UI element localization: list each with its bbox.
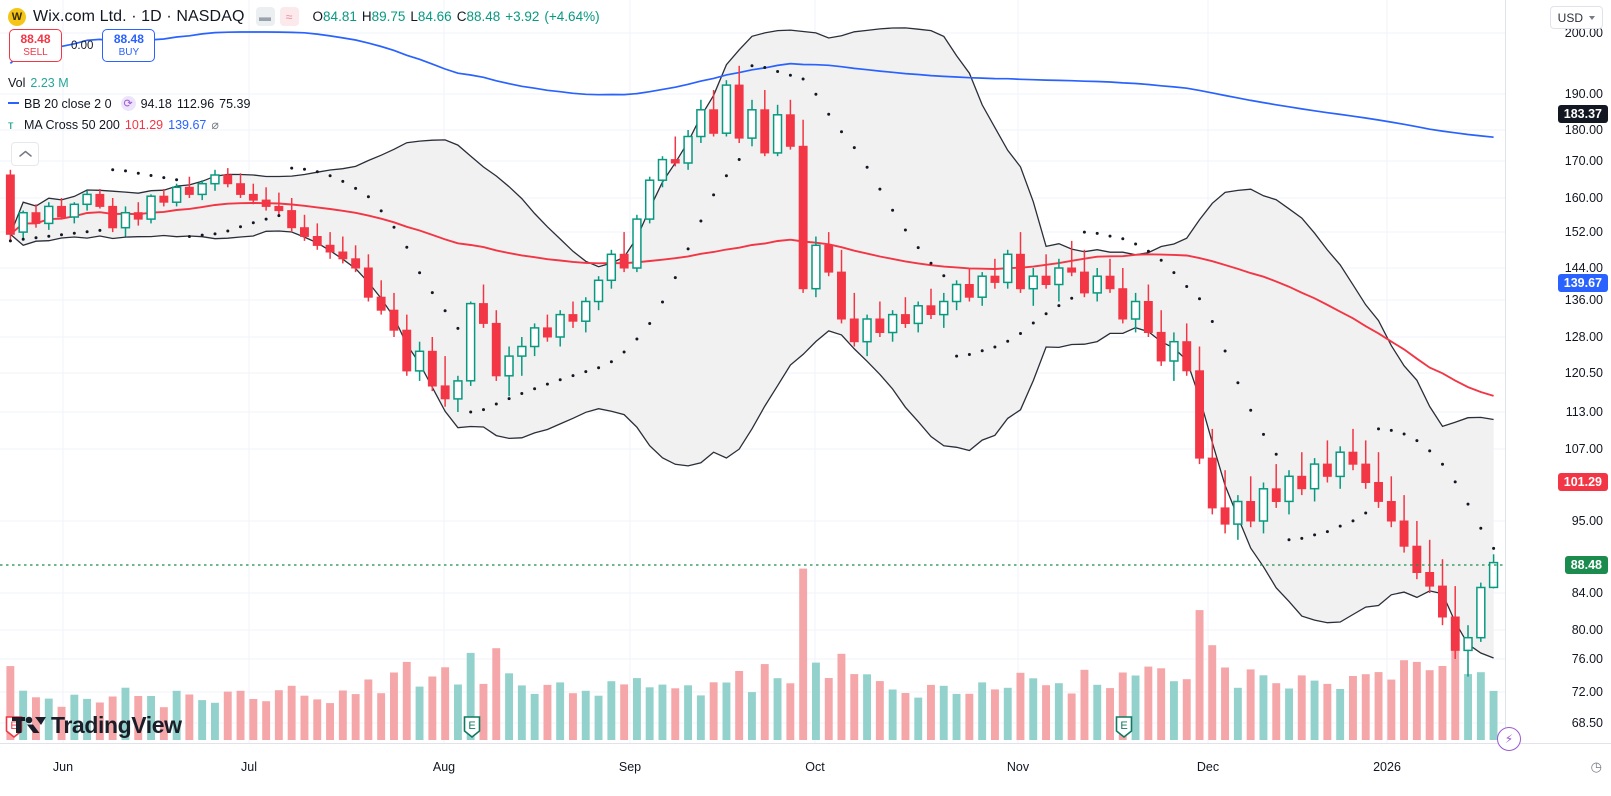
- bollinger-title: BB 20 close 2 0: [24, 96, 112, 111]
- price-badge[interactable]: 183.37: [1557, 105, 1608, 123]
- spread-value: 0.00: [71, 39, 94, 52]
- bollinger-basis: 94.18: [140, 96, 172, 111]
- price-tick: 160.00: [1564, 191, 1603, 205]
- price-tick: 80.00: [1571, 623, 1603, 637]
- price-tick: 128.00: [1564, 330, 1603, 344]
- currency-label: USD: [1557, 10, 1583, 25]
- currency-selector[interactable]: USD: [1549, 6, 1603, 29]
- price-tick: 152.00: [1564, 225, 1603, 239]
- time-tick: Jun: [52, 760, 74, 774]
- open-label: O: [312, 9, 324, 24]
- indicator-legend: Vol 2.23 M BB 20 close 2 0 ⟳ 94.18 112.9…: [8, 72, 255, 135]
- symbol-logo: W: [8, 7, 26, 26]
- clock-icon[interactable]: ◷: [1590, 759, 1602, 774]
- indicator-badge-icon[interactable]: ≈: [279, 7, 299, 26]
- high-label: H: [361, 9, 372, 24]
- chevron-up-icon: [18, 150, 32, 157]
- high-value: 89.75: [371, 9, 406, 24]
- price-tick: 170.00: [1564, 154, 1603, 168]
- earnings-marker[interactable]: E: [463, 715, 482, 739]
- sell-button[interactable]: 88.48 SELL: [9, 29, 62, 62]
- buy-price: 88.48: [113, 32, 144, 47]
- legend-volume[interactable]: Vol 2.23 M: [8, 72, 255, 93]
- symbol-header: W Wix.com Ltd. · 1D · NASDAQ ▬ ≈ O84.81 H…: [0, 0, 1611, 33]
- ma-cross-icon: ᴛ: [8, 117, 14, 132]
- sell-label: SELL: [23, 46, 48, 58]
- svg-text:E: E: [10, 720, 17, 732]
- price-tick: 200.00: [1564, 26, 1603, 40]
- time-tick: Jul: [241, 760, 257, 774]
- price-badge[interactable]: 139.67: [1557, 274, 1608, 292]
- price-tick: 72.00: [1571, 685, 1603, 699]
- price-tick: 190.00: [1564, 87, 1603, 101]
- time-tick: Oct: [805, 760, 825, 774]
- price-tick: 84.00: [1571, 586, 1603, 600]
- lightning-icon[interactable]: ⚡: [1497, 727, 1521, 751]
- price-tick: 144.00: [1564, 261, 1603, 275]
- time-axis[interactable]: ◷ Jun Jul Aug Sep Oct Nov Dec 2026 E E E ⚡: [0, 716, 1611, 796]
- open-value: 84.81: [323, 9, 357, 24]
- chevron-down-icon: [1589, 15, 1595, 20]
- price-tick: 180.00: [1564, 123, 1603, 137]
- sell-price: 88.48: [20, 32, 51, 47]
- watermark-text: TradingView: [51, 712, 182, 738]
- tradingview-logo-icon: [12, 716, 46, 733]
- change-value: +3.92: [505, 9, 540, 24]
- price-axis[interactable]: 200.00 190.00 180.00 170.00 160.00 152.00 144.…: [1505, 0, 1611, 743]
- price-tick: 68.50: [1571, 716, 1603, 730]
- change-percent: (+4.64%): [544, 9, 600, 24]
- price-tick: 120.50: [1564, 366, 1603, 380]
- trade-widget: 88.48 SELL 0.00 88.48 BUY: [9, 29, 156, 62]
- close-label: C: [456, 9, 467, 24]
- bollinger-lower: 75.39: [219, 96, 251, 111]
- collapse-legend-button[interactable]: [11, 142, 39, 166]
- time-tick: Nov: [1006, 760, 1030, 774]
- price-tick: 107.00: [1564, 442, 1603, 456]
- price-tick: 76.00: [1571, 652, 1603, 666]
- price-badge[interactable]: 88.48: [1564, 556, 1608, 574]
- time-tick: 2026: [1373, 760, 1401, 774]
- low-label: L: [410, 9, 418, 24]
- ma-extra-value: ⌀: [211, 118, 219, 132]
- bollinger-upper: 112.96: [176, 96, 215, 111]
- time-tick: Sep: [618, 760, 642, 774]
- legend-ma-cross[interactable]: ᴛ MA Cross 50 200 101.29 139.67 ⌀: [8, 114, 255, 135]
- bollinger-line-icon: [8, 101, 19, 104]
- chart-canvas[interactable]: [0, 0, 1505, 743]
- tradingview-watermark: TradingView: [12, 712, 182, 739]
- svg-text:E: E: [1120, 720, 1127, 732]
- low-value: 84.66: [417, 9, 452, 24]
- chart-style-icon[interactable]: ▬: [255, 7, 275, 26]
- earnings-marker[interactable]: E: [1115, 715, 1134, 739]
- refresh-icon[interactable]: ⟳: [120, 96, 136, 111]
- chart-pane[interactable]: [0, 0, 1505, 743]
- volume-label: Vol: [8, 75, 26, 90]
- svg-text:E: E: [468, 720, 475, 732]
- symbol-title[interactable]: Wix.com Ltd. · 1D · NASDAQ: [33, 7, 245, 25]
- buy-label: BUY: [118, 46, 140, 58]
- time-tick: Dec: [1196, 760, 1220, 774]
- time-tick: Aug: [432, 760, 456, 774]
- price-tick: 95.00: [1571, 514, 1603, 528]
- price-tick: 136.00: [1564, 293, 1603, 307]
- price-tick: 113.00: [1565, 405, 1603, 419]
- volume-value: 2.23 M: [30, 75, 69, 90]
- ma-cross-title: MA Cross 50 200: [24, 117, 120, 132]
- ma-slow-value: 139.67: [168, 117, 207, 132]
- ma-fast-value: 101.29: [124, 117, 164, 132]
- legend-bollinger[interactable]: BB 20 close 2 0 ⟳ 94.18 112.96 75.39: [8, 93, 255, 114]
- ohlc-values: O84.81 H89.75 L84.66 C88.48 +3.92 (+4.64%): [313, 9, 600, 24]
- buy-button[interactable]: 88.48 BUY: [102, 29, 156, 62]
- price-badge[interactable]: 101.29: [1557, 473, 1608, 491]
- close-value: 88.48: [466, 9, 501, 24]
